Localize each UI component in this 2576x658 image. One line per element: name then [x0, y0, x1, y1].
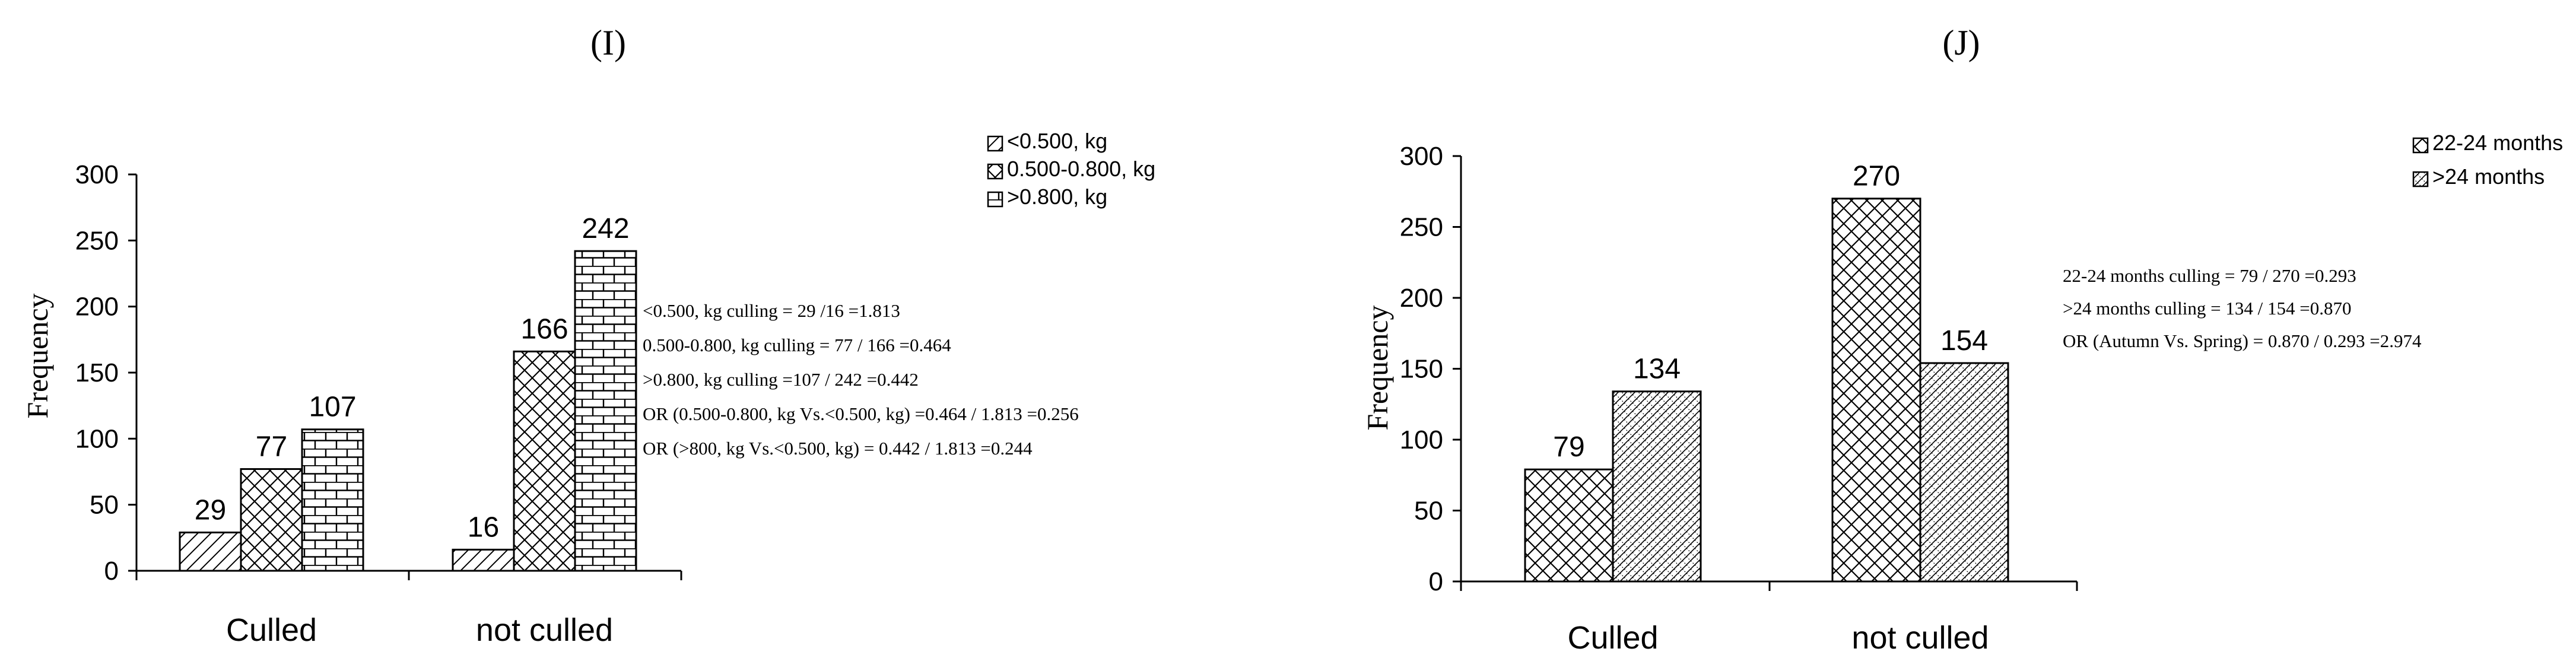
data-label: 242	[582, 213, 629, 244]
annotation: >24 months culling = 134 / 154 =0.870	[2063, 298, 2351, 319]
legend-label: 22-24 months	[2432, 131, 2563, 155]
bar	[1612, 390, 1702, 583]
bar	[179, 531, 242, 572]
bars: 29 77 107 16 166 242	[179, 213, 637, 572]
legend-swatch	[987, 163, 1003, 180]
bar	[1831, 198, 1921, 583]
bar	[452, 548, 515, 572]
x-tick-label: not culled	[1851, 620, 1989, 656]
annotation: OR (>800, kg Vs.<0.500, kg) = 0.442 / 1.…	[643, 438, 1033, 459]
legend-swatch	[2412, 137, 2429, 154]
chart-panel-i: (I) Frequency 0 50 100 150 200 250 300 29 77 107…	[21, 23, 1155, 648]
y-axis-label: Frequency	[1361, 305, 1394, 430]
x-axis: Culled not culled	[1460, 580, 2078, 656]
y-tick-label: 300	[75, 160, 119, 189]
data-label: 107	[309, 392, 356, 423]
annotation: OR (Autumn Vs. Spring) = 0.870 / 0.293 =…	[2063, 330, 2422, 351]
y-tick-label: 300	[1400, 142, 1443, 171]
legend-swatch	[2412, 171, 2429, 187]
bar	[1524, 468, 1614, 583]
data-label: 79	[1553, 431, 1584, 463]
x-tick-label: Culled	[226, 612, 317, 648]
x-tick-label: not culled	[476, 612, 613, 648]
legend-swatch	[987, 135, 1003, 152]
y-tick-label: 0	[104, 557, 119, 586]
annotation: 22-24 months culling = 79 / 270 =0.293	[2063, 265, 2356, 286]
y-tick-label: 200	[75, 293, 119, 322]
y-tick-label: 250	[75, 226, 119, 255]
data-label: 166	[520, 313, 568, 345]
y-tick-label: 50	[90, 491, 119, 520]
legend-swatch	[987, 191, 1003, 208]
annotation: OR (0.500-0.800, kg Vs.<0.500, kg) =0.46…	[643, 403, 1079, 424]
bar	[301, 428, 364, 572]
y-tick-label: 150	[1400, 355, 1443, 384]
legend-label: >0.800, kg	[1007, 185, 1107, 209]
annotation: 0.500-0.800, kg culling = 77 / 166 =0.46…	[643, 335, 951, 355]
y-tick-label: 150	[75, 358, 119, 387]
annotation: <0.500, kg culling = 29 /16 =1.813	[643, 300, 900, 321]
data-label: 29	[195, 494, 226, 526]
legend-label: >24 months	[2432, 164, 2545, 189]
data-label: 270	[1853, 161, 1900, 192]
y-tick-label: 0	[1429, 567, 1443, 596]
y-axis: 0 50 100 150 200 250 300	[75, 160, 138, 586]
y-tick-label: 100	[75, 424, 119, 453]
bar	[574, 250, 637, 572]
y-tick-label: 250	[1400, 213, 1443, 242]
x-tick-label: Culled	[1567, 620, 1658, 656]
bar	[1919, 362, 2009, 583]
data-label: 134	[1633, 354, 1681, 385]
y-tick-label: 50	[1414, 497, 1443, 526]
y-tick-label: 200	[1400, 284, 1443, 313]
y-axis: 0 50 100 150 200 250 300	[1400, 142, 1462, 596]
x-axis: Culled not culled	[135, 570, 682, 648]
legend-label: <0.500, kg	[1007, 129, 1107, 153]
bar	[240, 468, 303, 572]
data-label: 154	[1940, 325, 1988, 357]
chart-title: (I)	[590, 23, 626, 62]
legend: <0.500, kg 0.500-0.800, kg >0.800, kg	[987, 129, 1155, 209]
legend: 22-24 months >24 months	[2412, 131, 2563, 189]
annotations: <0.500, kg culling = 29 /16 =1.813 0.500…	[643, 300, 1079, 459]
chart-title: (J)	[1942, 23, 1980, 62]
bars: 79 134 270 154	[1524, 161, 2009, 583]
legend-label: 0.500-0.800, kg	[1007, 157, 1155, 181]
bar	[513, 350, 576, 572]
data-label: 16	[468, 511, 499, 543]
annotations: 22-24 months culling = 79 / 270 =0.293 >…	[2063, 265, 2422, 351]
y-tick-label: 100	[1400, 425, 1443, 454]
data-label: 77	[256, 431, 287, 463]
annotation: >0.800, kg culling =107 / 242 =0.442	[643, 369, 919, 390]
y-axis-label: Frequency	[21, 293, 54, 418]
chart-panel-j: (J) Frequency 0 50 100 150 200 250 300 79 134 27…	[1361, 23, 2563, 656]
